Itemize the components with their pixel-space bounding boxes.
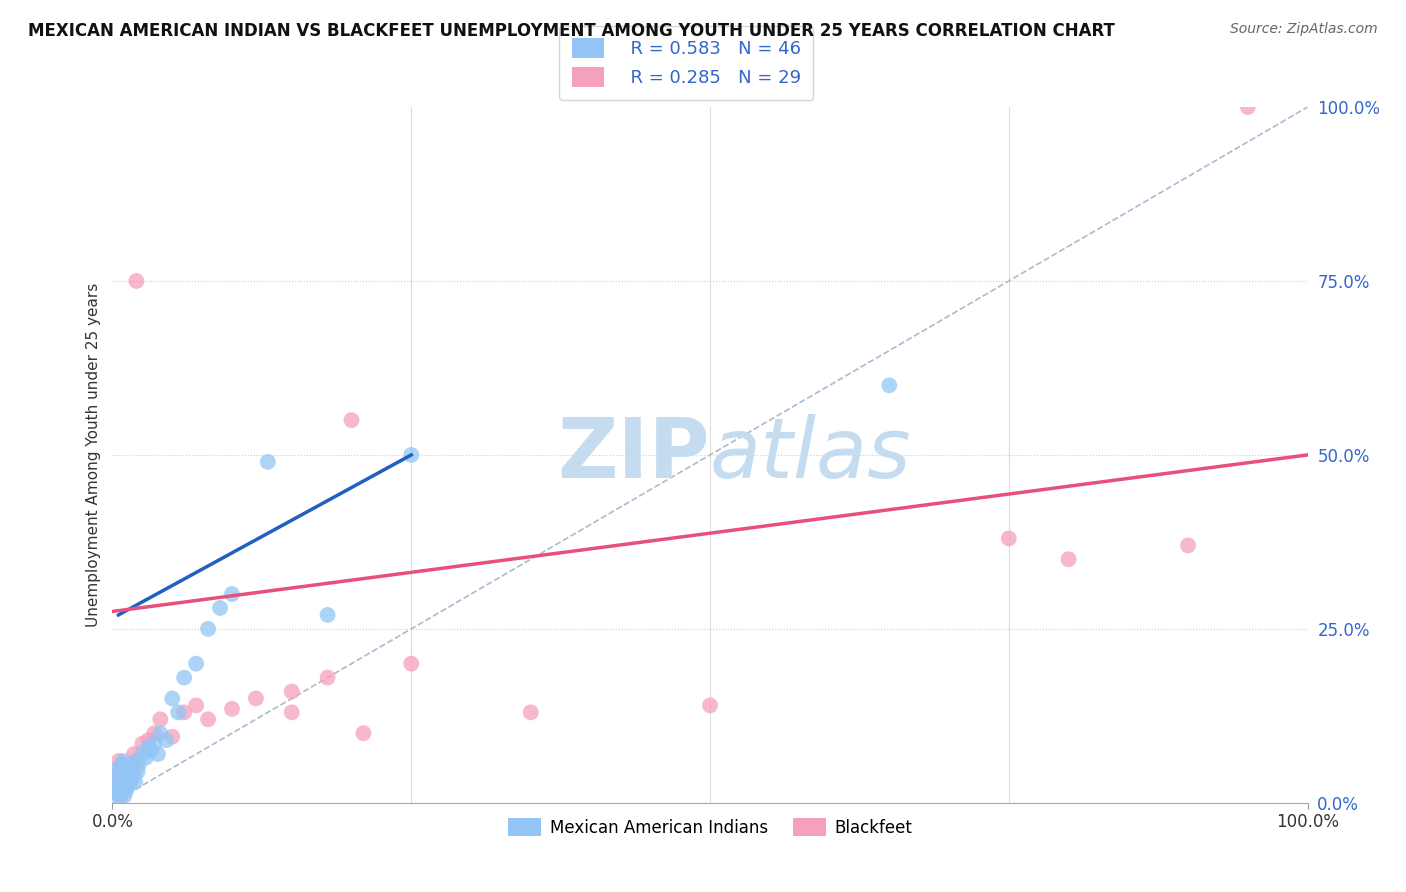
Point	[209, 601, 232, 615]
Point	[121, 772, 143, 786]
Point	[139, 744, 162, 758]
Point	[162, 730, 183, 744]
Point	[520, 706, 543, 720]
Point	[138, 733, 160, 747]
Point	[131, 747, 153, 761]
Point	[104, 768, 127, 782]
Point	[108, 778, 131, 793]
Point	[401, 448, 423, 462]
Point	[138, 740, 160, 755]
Point	[114, 764, 135, 779]
Point	[114, 764, 135, 779]
Point	[110, 772, 132, 786]
Point	[173, 706, 195, 720]
Point	[245, 691, 267, 706]
Point	[125, 274, 148, 288]
Point	[316, 607, 339, 622]
Point	[155, 733, 177, 747]
Point	[281, 684, 304, 698]
Point	[1177, 538, 1199, 552]
Point	[115, 775, 138, 789]
Text: MEXICAN AMERICAN INDIAN VS BLACKFEET UNEMPLOYMENT AMONG YOUTH UNDER 25 YEARS COR: MEXICAN AMERICAN INDIAN VS BLACKFEET UNE…	[28, 22, 1115, 40]
Point	[401, 657, 423, 671]
Point	[114, 778, 135, 793]
Point	[124, 775, 146, 789]
Point	[107, 761, 129, 775]
Point	[281, 706, 304, 720]
Point	[105, 775, 128, 789]
Point	[107, 754, 129, 768]
Point	[127, 764, 149, 779]
Point	[197, 622, 219, 636]
Point	[128, 757, 150, 772]
Point	[115, 781, 138, 796]
Point	[115, 768, 138, 782]
Point	[111, 757, 134, 772]
Point	[120, 761, 142, 775]
Point	[103, 781, 125, 796]
Point	[112, 772, 135, 786]
Point	[998, 532, 1021, 546]
Point	[103, 781, 125, 796]
Text: atlas: atlas	[710, 415, 911, 495]
Point	[149, 726, 172, 740]
Point	[120, 775, 142, 789]
Point	[105, 768, 128, 782]
Point	[352, 726, 374, 740]
Point	[1237, 100, 1260, 114]
Point	[186, 698, 208, 713]
Point	[111, 757, 134, 772]
Point	[108, 778, 131, 793]
Point	[121, 757, 143, 772]
Text: ZIP: ZIP	[558, 415, 710, 495]
Y-axis label: Unemployment Among Youth under 25 years: Unemployment Among Youth under 25 years	[86, 283, 101, 627]
Point	[135, 750, 157, 764]
Point	[110, 789, 132, 803]
Point	[117, 778, 139, 793]
Point	[122, 768, 145, 782]
Point	[114, 772, 136, 786]
Point	[173, 671, 195, 685]
Point	[186, 657, 208, 671]
Point	[340, 413, 363, 427]
Legend: Mexican American Indians, Blackfeet: Mexican American Indians, Blackfeet	[501, 811, 920, 843]
Point	[114, 789, 135, 803]
Point	[112, 754, 135, 768]
Point	[1057, 552, 1080, 566]
Point	[221, 702, 243, 716]
Point	[122, 747, 145, 761]
Point	[125, 754, 148, 768]
Point	[125, 754, 148, 768]
Point	[149, 712, 172, 726]
Point	[104, 775, 127, 789]
Point	[221, 587, 243, 601]
Point	[167, 706, 190, 720]
Point	[131, 737, 153, 751]
Point	[879, 378, 901, 392]
Text: Source: ZipAtlas.com: Source: ZipAtlas.com	[1230, 22, 1378, 37]
Point	[146, 747, 169, 761]
Point	[162, 691, 183, 706]
Point	[110, 785, 132, 799]
Point	[257, 455, 280, 469]
Point	[143, 726, 166, 740]
Point	[112, 775, 135, 789]
Point	[105, 785, 128, 799]
Point	[107, 789, 129, 803]
Point	[111, 781, 134, 796]
Point	[699, 698, 721, 713]
Point	[143, 737, 166, 751]
Point	[118, 761, 141, 775]
Point	[197, 712, 219, 726]
Point	[105, 785, 128, 799]
Point	[316, 671, 339, 685]
